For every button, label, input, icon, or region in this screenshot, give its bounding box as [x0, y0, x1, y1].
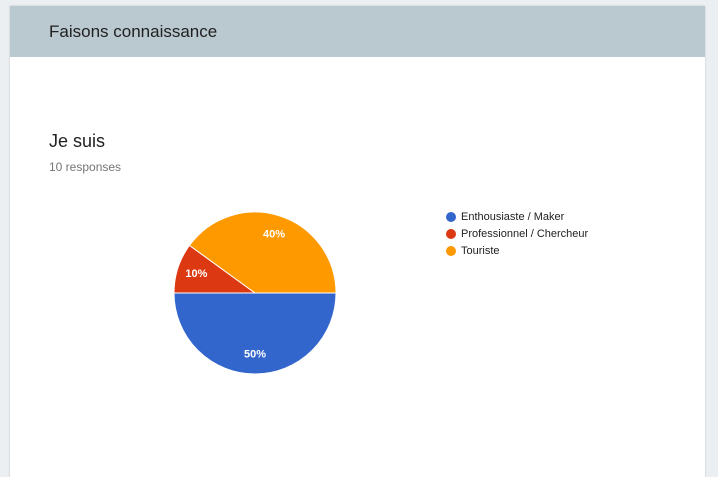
card: Faisons connaissance Je suis 10 response…: [10, 6, 705, 477]
legend-swatch: [446, 229, 456, 239]
pie-slice: [173, 292, 337, 375]
legend-label: Professionnel / Chercheur: [461, 228, 589, 240]
pie-slice: [188, 211, 337, 294]
slice-label: 40%: [263, 228, 285, 240]
legend-swatch: [446, 246, 456, 256]
slice-label: 10%: [185, 268, 207, 280]
legend-label: Enthousiaste / Maker: [461, 211, 565, 223]
card-header: [10, 6, 705, 57]
chart-title: Je suis: [49, 131, 106, 151]
legend-label: Touriste: [461, 245, 500, 257]
chart-subtitle: 10 responses: [49, 160, 122, 174]
section-title: Faisons connaissance: [49, 22, 218, 41]
slice-label: 50%: [244, 348, 266, 360]
legend-swatch: [446, 212, 456, 222]
